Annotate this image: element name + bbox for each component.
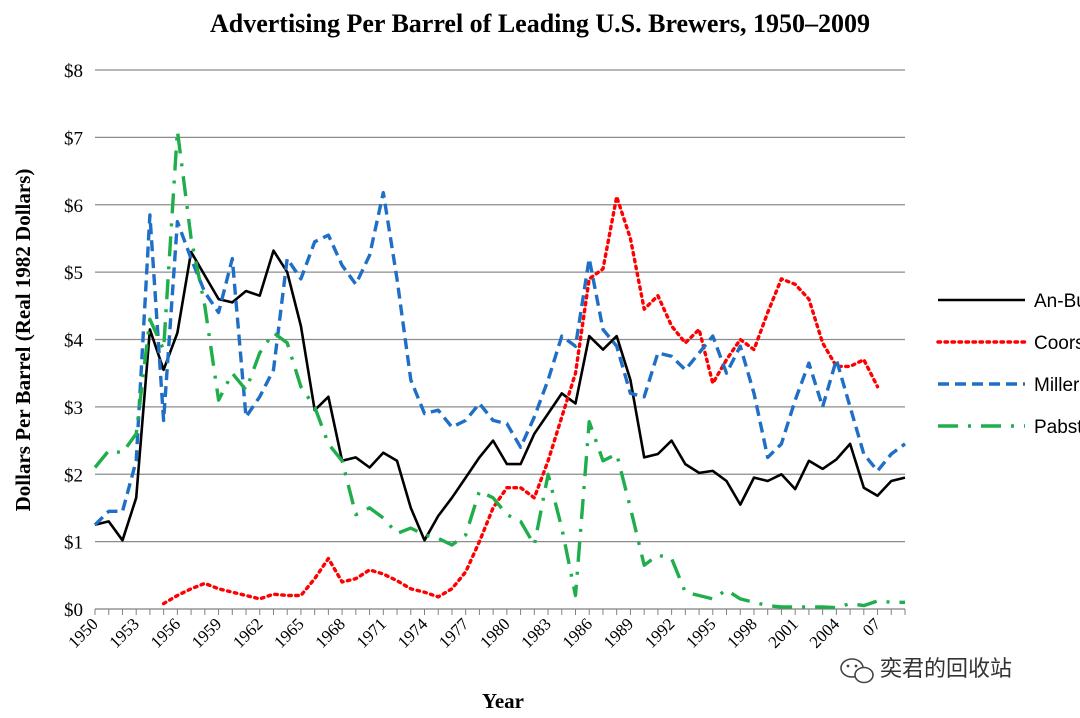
x-tick-label: 1980 (476, 614, 513, 651)
x-tick-label: 1977 (435, 614, 473, 652)
y-tick-label: $4 (64, 331, 84, 352)
x-axis: 1950 1953 1956 1959 1962 1965 1968 1971 1974 1977… (64, 609, 906, 652)
y-tick-label: $6 (64, 196, 83, 217)
y-tick-label: $5 (64, 263, 83, 284)
x-tick-label: 1956 (147, 614, 184, 651)
series-line-miller (93, 190, 907, 527)
plot-area (93, 128, 907, 610)
x-tick-label: 2001 (765, 614, 802, 651)
y-axis: $0 $1 $2 $3 $4 $5 $6 $7 $8 (64, 61, 84, 621)
x-tick-label: 07 (859, 614, 885, 640)
y-axis-title: Dollars Per Barrel (Real 1982 Dollars) (11, 169, 35, 512)
y-tick-label: $1 (64, 533, 83, 554)
watermark: 奕君的回收站 (840, 657, 1012, 684)
x-tick-label: 1959 (188, 614, 225, 651)
legend-label-pabst: Pabst (1034, 417, 1080, 438)
x-tick-label: 1965 (270, 614, 307, 651)
wechat-icon (840, 658, 874, 684)
x-tick-label: 1995 (682, 614, 719, 651)
y-tick-label: $7 (64, 128, 83, 149)
x-tick-label: 1962 (229, 614, 266, 651)
grid (95, 69, 905, 610)
x-tick-label: 1968 (311, 614, 348, 651)
x-tick-label: 1998 (723, 614, 760, 651)
y-tick-label: $0 (64, 600, 83, 621)
x-tick-label: 1983 (517, 614, 554, 651)
x-tick-label: 1971 (353, 614, 390, 651)
series-line-coors (161, 195, 880, 606)
x-tick-label: 2004 (806, 614, 844, 652)
x-tick-label: 1974 (394, 614, 432, 652)
y-tick-label: $2 (64, 465, 83, 486)
y-tick-label: $3 (64, 398, 83, 419)
legend: An-Bu Coors Miller Pabst (936, 291, 1080, 438)
x-tick-label: 1992 (641, 614, 678, 651)
legend-label-coors: Coors (1034, 333, 1080, 354)
legend-label-miller: Miller (1034, 375, 1080, 396)
y-tick-label: $8 (64, 61, 83, 82)
watermark-text: 奕君的回收站 (880, 657, 1012, 682)
x-tick-label: 1989 (600, 614, 637, 651)
legend-label-an-bu: An-Bu (1034, 291, 1080, 312)
series-line-an-bu (94, 249, 906, 542)
chart-title: Advertising Per Barrel of Leading U.S. B… (210, 9, 870, 38)
x-tick-label: 1953 (106, 614, 143, 651)
x-tick-label: 1986 (559, 614, 596, 651)
x-axis-title: Year (482, 689, 524, 713)
series-line-pabst (93, 128, 905, 610)
